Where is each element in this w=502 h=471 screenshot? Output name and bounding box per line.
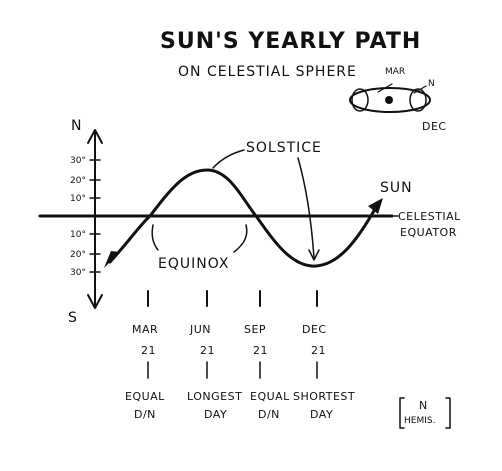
date-month: JUN bbox=[189, 323, 211, 336]
tick-label-s30: 30° bbox=[70, 268, 86, 278]
date-day: 21 bbox=[141, 344, 156, 357]
inset-earth-dot bbox=[385, 96, 393, 104]
bracket-right bbox=[445, 397, 451, 429]
date-month: MAR bbox=[132, 323, 158, 336]
inset-left-ring bbox=[351, 88, 369, 112]
date-note-1: LONGEST bbox=[187, 390, 242, 403]
date-note-2: DAY bbox=[204, 408, 227, 421]
tick-label-n30: 30° bbox=[70, 156, 86, 166]
title-line-2: ON CELESTIAL SPHERE bbox=[178, 64, 357, 80]
date-day: 21 bbox=[253, 344, 268, 357]
inset-pointer bbox=[377, 83, 393, 93]
axis-label-south: S bbox=[68, 310, 78, 326]
equinox-pointer-spring bbox=[151, 224, 159, 251]
date-day: 21 bbox=[311, 344, 326, 357]
tick-label-n20: 20° bbox=[70, 176, 86, 186]
sun-path-start-arrow bbox=[104, 251, 120, 268]
axis-arrow-south bbox=[87, 294, 103, 309]
date-month: DEC bbox=[302, 323, 327, 336]
tick-label-s10: 10° bbox=[70, 230, 86, 240]
inset-label-mar: MAR bbox=[385, 67, 405, 77]
date-note-2: D/N bbox=[258, 408, 280, 421]
inset-orbit-ellipse bbox=[349, 87, 431, 113]
celestial-sphere-inset: MAR N DEC bbox=[349, 67, 447, 133]
inset-right-ring bbox=[409, 88, 427, 112]
declination-axis: N S 30° 20° 10° 10° 20° 30° bbox=[68, 118, 103, 326]
date-note-2: DAY bbox=[310, 408, 333, 421]
tick-label-s20: 20° bbox=[70, 250, 86, 260]
date-note-1: EQUAL bbox=[250, 390, 290, 403]
date-column-mar: MAR 21 EQUAL D/N bbox=[125, 290, 165, 421]
equinox-pointer-autumn bbox=[233, 224, 248, 253]
inset-label-dec: DEC bbox=[422, 120, 447, 133]
label-equinox: EQUINOX bbox=[158, 256, 229, 272]
label-celestial: CELESTIAL bbox=[398, 210, 461, 223]
date-month: SEP bbox=[244, 323, 266, 336]
axis-arrow-north bbox=[87, 129, 103, 144]
inset-label-n: N bbox=[428, 79, 435, 89]
title-line-1: SUN'S YEARLY PATH bbox=[160, 29, 421, 54]
date-note-1: SHORTEST bbox=[293, 390, 355, 403]
date-day: 21 bbox=[200, 344, 215, 357]
hemisphere-note: N HEMIS. bbox=[399, 397, 451, 429]
solstice-pointer-summer bbox=[212, 149, 245, 169]
date-note-2: D/N bbox=[134, 408, 156, 421]
date-column-sep: SEP 21 EQUAL D/N bbox=[244, 290, 290, 421]
axis-label-north: N bbox=[71, 118, 82, 134]
sun-path-end-arrow bbox=[368, 198, 383, 214]
date-column-dec: DEC 21 SHORTEST DAY bbox=[293, 290, 355, 421]
label-sun: SUN bbox=[380, 180, 413, 196]
date-note-1: EQUAL bbox=[125, 390, 165, 403]
date-column-jun: JUN 21 LONGEST DAY bbox=[187, 290, 242, 421]
hemisphere-line-2: HEMIS. bbox=[404, 416, 435, 426]
label-equator: EQUATOR bbox=[400, 226, 457, 239]
label-solstice: SOLSTICE bbox=[246, 140, 322, 156]
bracket-left bbox=[399, 397, 405, 429]
solstice-pointer-winter bbox=[297, 157, 315, 259]
sun-path-curve bbox=[108, 168, 380, 268]
inset-axis-tick bbox=[413, 85, 427, 94]
tick-label-n10: 10° bbox=[70, 194, 86, 204]
hemisphere-line-1: N bbox=[419, 399, 428, 412]
solstice-pointer-arrowhead bbox=[308, 249, 320, 261]
